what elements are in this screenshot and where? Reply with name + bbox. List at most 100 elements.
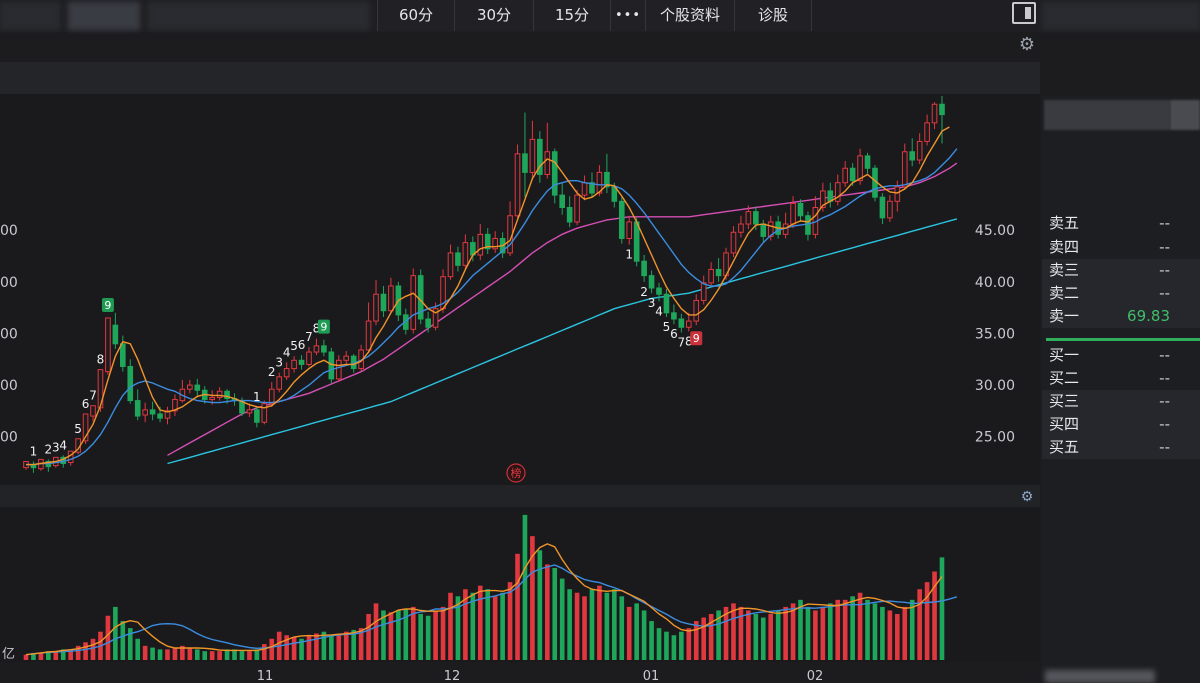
candle-body [887, 200, 893, 219]
order-book-row[interactable]: 卖五 -- [1042, 212, 1200, 235]
candle-body [90, 405, 96, 417]
order-book-row[interactable]: 买五 -- [1042, 436, 1200, 459]
candle-up [745, 205, 752, 230]
order-book-row[interactable]: 买三 -- [1042, 390, 1200, 413]
candle-down [254, 406, 260, 428]
candle-up [514, 144, 521, 218]
order-book-row[interactable]: 卖四 -- [1042, 236, 1200, 259]
volume-bar [552, 567, 558, 660]
pane-divider [0, 485, 1040, 507]
candle-body [901, 151, 908, 188]
blurred-tab [0, 2, 60, 30]
volume-bar [827, 603, 833, 660]
volume-bar [448, 592, 453, 660]
volume-bar [850, 596, 855, 660]
order-book-row[interactable]: 卖二 -- [1042, 282, 1200, 305]
candle-down [484, 228, 491, 254]
volume-bar [314, 633, 319, 660]
order-book-row-bg [1042, 436, 1200, 459]
candle-up [172, 394, 178, 417]
y-axis-tick-label: 40.00 [975, 275, 1015, 291]
volume-bar [202, 651, 208, 660]
candle-down [797, 199, 804, 222]
candle-down [604, 153, 610, 194]
candle-body [708, 268, 714, 284]
candle-body [864, 155, 871, 169]
order-book-header-tab [1170, 100, 1200, 130]
td-count-label: 3 [52, 440, 60, 454]
td-nine-label: 9 [693, 332, 700, 345]
order-book-level-label: 买二 [1049, 369, 1080, 387]
order-book-row[interactable]: 卖一 69.83 [1042, 305, 1200, 328]
candle-body [544, 151, 551, 175]
candle-down [753, 206, 759, 231]
candle-body [566, 207, 573, 223]
volume-bar [597, 585, 602, 660]
volume-bar [254, 649, 260, 660]
y-axis-tick-label-left: 00 [0, 275, 18, 291]
candle-body [276, 376, 283, 390]
candle-up [105, 317, 111, 375]
order-book-row[interactable]: 买四 -- [1042, 413, 1200, 436]
panel-toggle-icon[interactable] [1012, 2, 1036, 24]
candle-body [328, 351, 335, 380]
td-nine-badge-bg [317, 319, 330, 334]
order-book-panel: 卖五 -- 卖四 -- 卖三 -- 卖二 -- 卖一 69.83 买一 -- 买二 -- 买三 -- 买四 -- 买… [1042, 96, 1200, 683]
td-count-label: 6 [670, 327, 678, 341]
candle-up [887, 195, 893, 222]
indicator-settings-icon[interactable]: ⚙ [1020, 489, 1034, 505]
candle-body [343, 355, 350, 361]
candle-down [663, 289, 670, 317]
volume-bar [515, 553, 520, 660]
candle-body [574, 194, 580, 223]
candle-body [224, 390, 230, 400]
candle-up [90, 405, 96, 422]
volume-bar [917, 589, 922, 660]
volume-bar [477, 585, 483, 660]
td-count-label: 3 [275, 356, 283, 370]
volume-bar [805, 606, 811, 660]
volume-bar [932, 571, 937, 660]
candle-down [537, 131, 543, 183]
candle-body [514, 153, 521, 217]
td-count-label: 2 [268, 365, 276, 379]
volume-bar [537, 550, 543, 660]
volume-bar [46, 651, 51, 660]
td-nine-badge: 9 [101, 297, 114, 312]
candle-body [738, 223, 744, 233]
volume-bar [470, 592, 476, 660]
candle-up [626, 215, 633, 245]
candle-down [194, 378, 201, 398]
candle-down [134, 389, 141, 421]
candle-down [112, 312, 119, 349]
candle-up [685, 312, 692, 332]
ma5-line [26, 126, 950, 466]
td-count-label: 7 [305, 330, 313, 344]
blurred-tab [148, 2, 370, 30]
candle-up [313, 338, 320, 356]
volume-bar [768, 613, 774, 660]
volume-bar [567, 589, 572, 660]
order-book-row[interactable]: 买一 -- [1042, 344, 1200, 367]
candle-down [648, 270, 655, 294]
volume-bar [693, 621, 699, 660]
volume-bar [60, 649, 66, 660]
y-axis-tick-label: 25.00 [975, 430, 1015, 446]
blurred-stock-name [1045, 670, 1155, 683]
candle-body [105, 317, 111, 373]
td-count-label: 7 [678, 335, 686, 349]
volume-bar [284, 635, 289, 660]
candle-body [149, 409, 156, 415]
candle-up [335, 355, 342, 382]
order-book-row[interactable]: 买二 -- [1042, 367, 1200, 390]
settings-gear-icon[interactable]: ⚙ [1018, 34, 1036, 55]
candle-down [551, 148, 558, 204]
candle-body [410, 275, 417, 330]
candle-up [842, 161, 848, 187]
order-book-header [1044, 100, 1170, 130]
volume-bar [418, 613, 424, 660]
candle-up [730, 226, 737, 258]
volume-bar [485, 589, 491, 660]
volume-bar [329, 635, 334, 660]
order-book-row[interactable]: 卖三 -- [1042, 259, 1200, 282]
